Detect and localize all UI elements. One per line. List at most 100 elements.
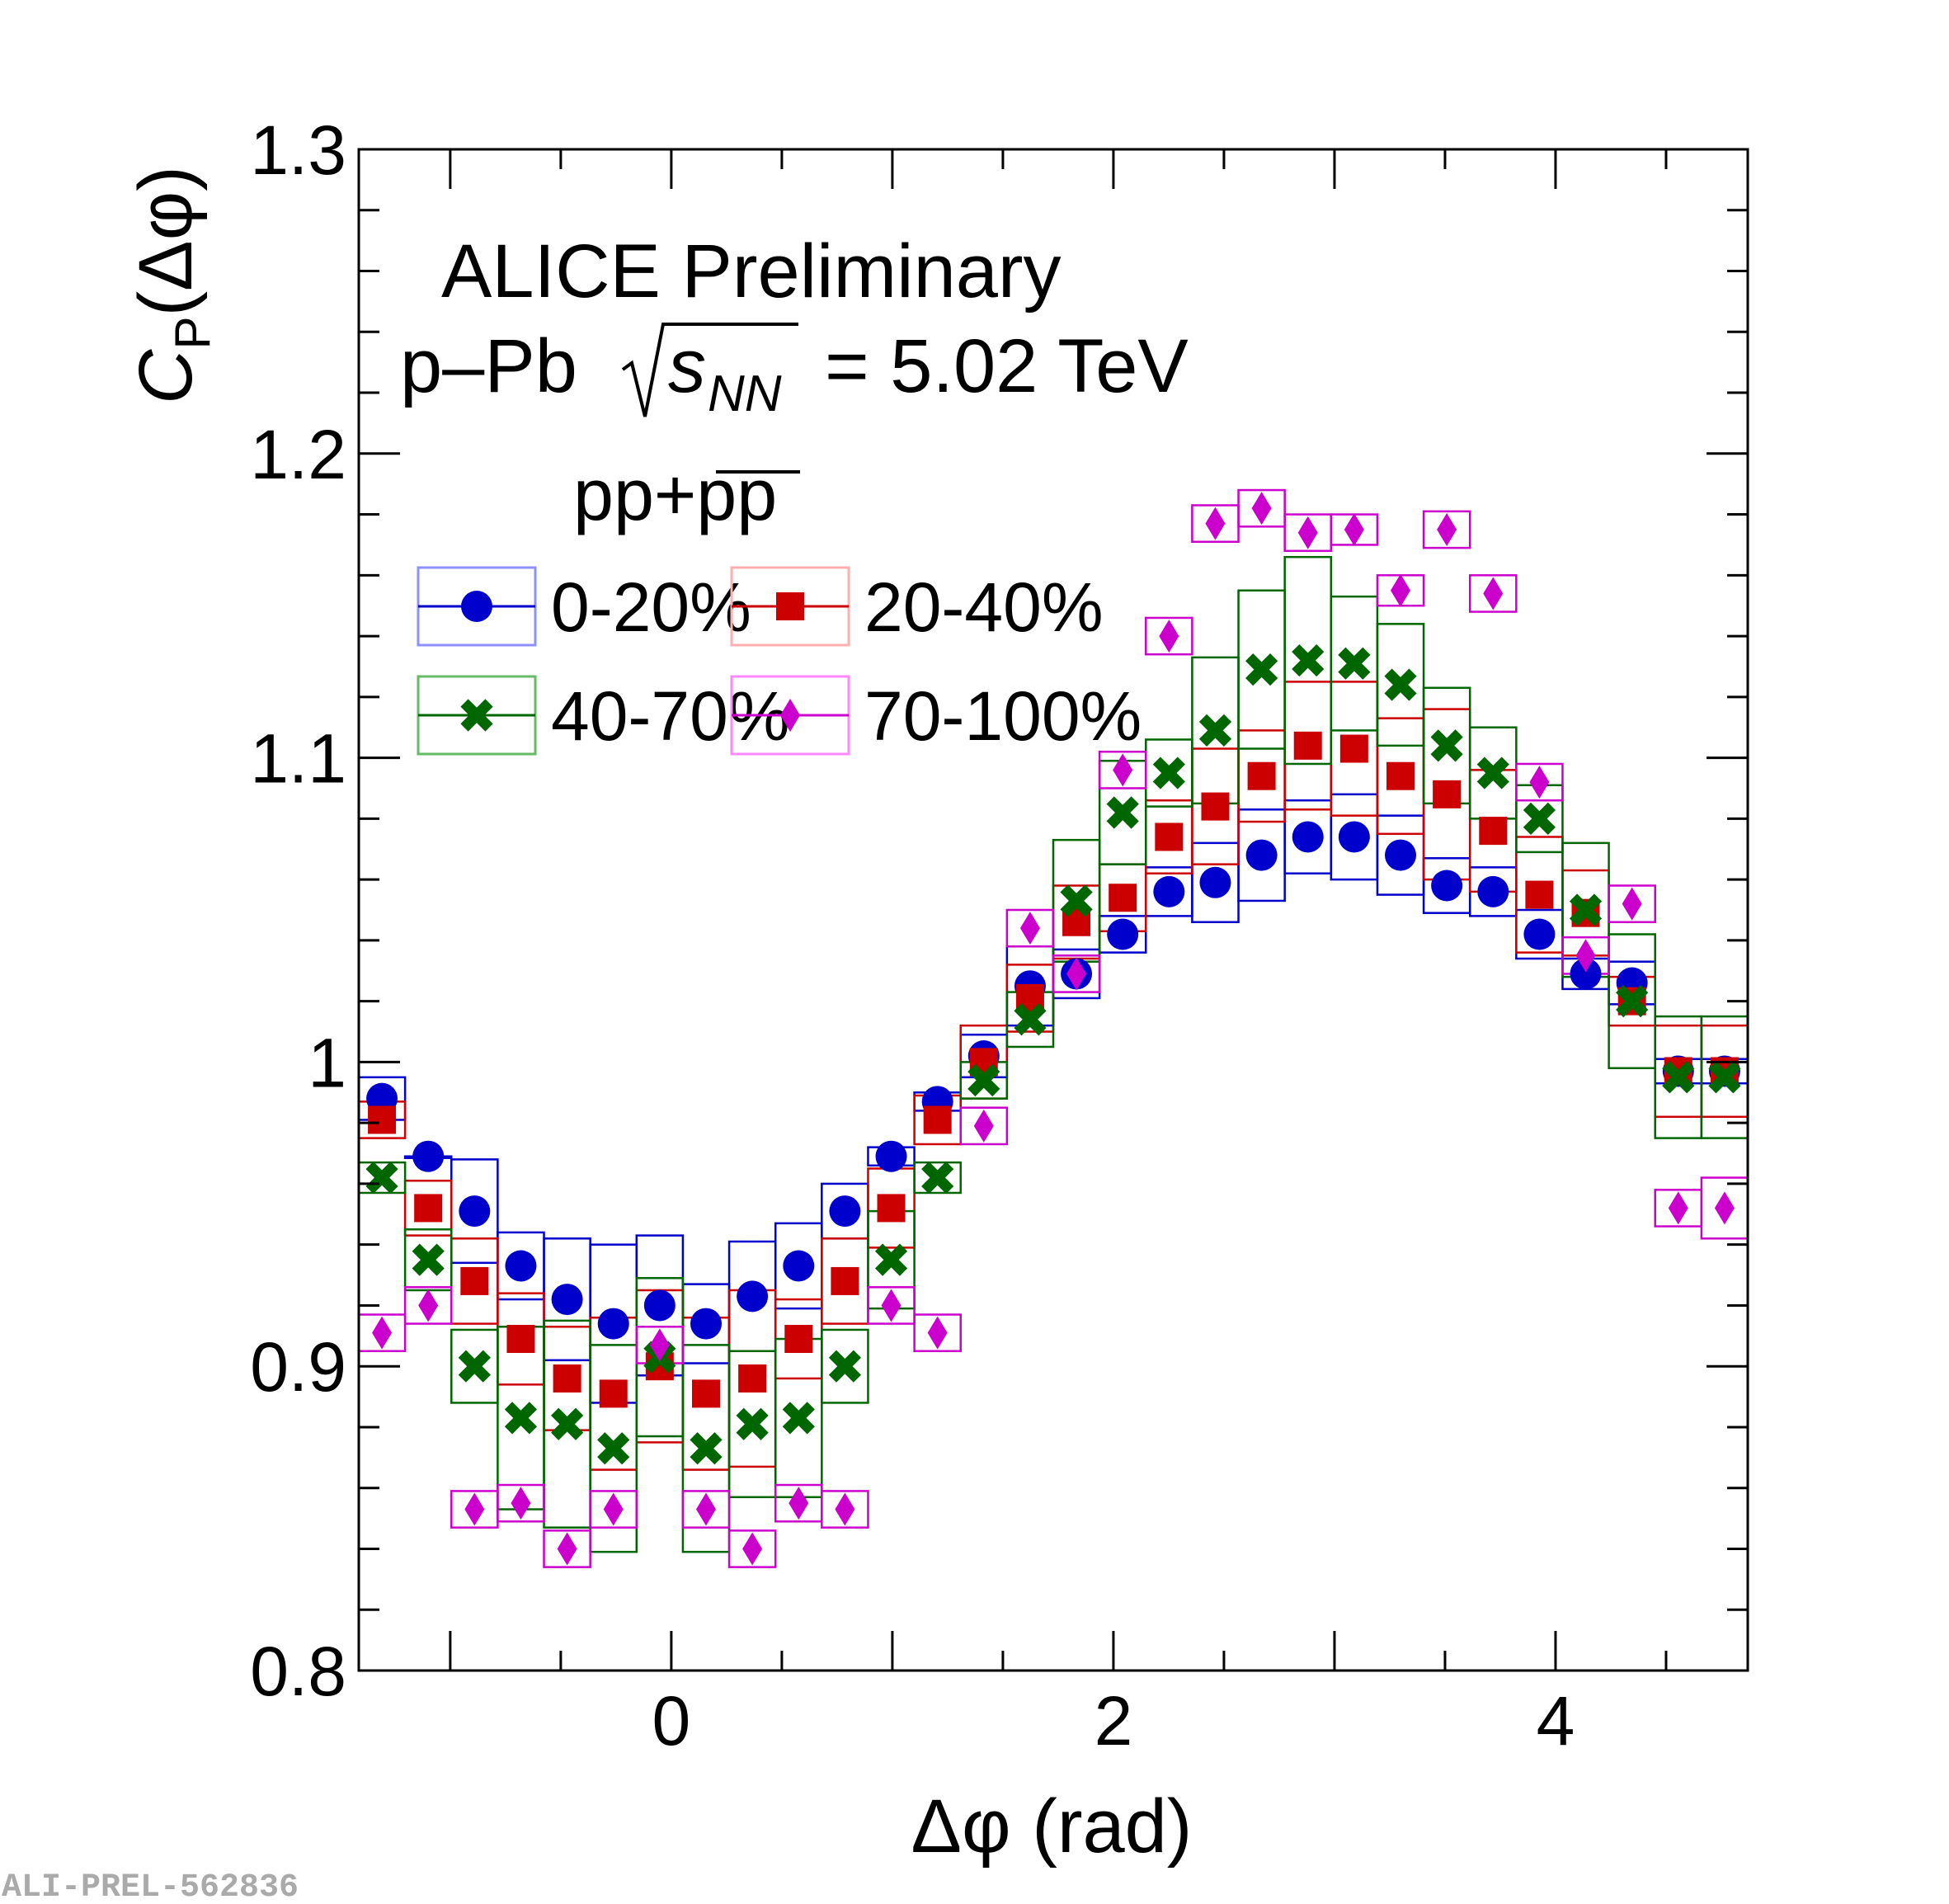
y-axis-label-rest: (Δφ): [124, 166, 208, 316]
chart-title: ALICE Preliminary: [441, 229, 1062, 313]
data-point-20-40pct: [1293, 731, 1322, 760]
syst-box-40-70pct: [913, 1161, 962, 1195]
data-point-40-70pct: [782, 1402, 815, 1435]
data-point-20-40pct: [923, 1105, 952, 1134]
data-point-70-100pct: [881, 1289, 902, 1322]
data-point-40-70pct: [1152, 756, 1185, 789]
data-point-70-100pct: [464, 1492, 485, 1526]
data-point-40-70pct: [504, 1402, 538, 1435]
legend-item: 0-20%: [417, 566, 751, 647]
data-point-40-70pct: [921, 1161, 954, 1195]
data-point-70-100pct: [1251, 492, 1272, 525]
sqrt-symbol: [621, 323, 798, 417]
data-point-20-40pct: [877, 1194, 906, 1223]
data-point-40-70pct: [690, 1432, 723, 1465]
data-point-70-100pct: [1205, 507, 1226, 540]
data-point-70-100pct: [1159, 620, 1179, 653]
x-tick-label: 0: [652, 1682, 691, 1760]
data-point-70-100pct: [1622, 887, 1642, 921]
data-point-40-70pct: [597, 1432, 630, 1465]
legend-marker: [461, 591, 492, 622]
data-point-0-20pct: [1431, 870, 1463, 902]
data-point-20-40pct: [460, 1266, 489, 1295]
data-point-20-40pct: [506, 1325, 535, 1354]
data-point-40-70pct: [1476, 756, 1509, 789]
data-point-0-20pct: [1245, 839, 1278, 871]
y-tick-label: 1.1: [250, 720, 346, 798]
data-point-40-70pct: [458, 1350, 491, 1383]
data-point-0-20pct: [1570, 958, 1602, 990]
data-point-20-40pct: [1525, 880, 1554, 909]
syst-box-70-100pct: [1468, 574, 1518, 613]
data-point-40-70pct: [1198, 714, 1232, 747]
data-point-0-20pct: [459, 1195, 491, 1228]
syst-box-70-100pct: [1052, 954, 1101, 993]
data-point-70-100pct: [927, 1316, 948, 1350]
syst-box-70-100pct: [1098, 750, 1147, 789]
y-tick-label: 0.8: [250, 1633, 346, 1710]
data-point-70-100pct: [1391, 573, 1410, 607]
data-point-70-100pct: [835, 1492, 855, 1526]
data-point-40-70pct: [967, 1063, 1000, 1097]
data-point-20-40pct: [1433, 780, 1462, 808]
data-point-20-40pct: [553, 1364, 581, 1393]
syst-box-70-100pct: [959, 1106, 1009, 1146]
data-point-0-20pct: [875, 1140, 907, 1172]
y-tick-label: 1: [308, 1024, 346, 1101]
data-point-0-20pct: [690, 1308, 722, 1340]
x-tick-labels: 0 2 4: [652, 1682, 1575, 1760]
data-markers: [365, 492, 1741, 1566]
data-point-70-100pct: [372, 1316, 393, 1350]
data-point-70-100pct: [1483, 577, 1504, 610]
data-point-0-20pct: [783, 1250, 815, 1282]
syst-box-70-100pct: [1237, 488, 1286, 528]
data-point-0-20pct: [1199, 866, 1231, 898]
data-point-0-20pct: [551, 1284, 583, 1316]
syst-box-70-100pct: [589, 1490, 638, 1529]
syst-box-70-100pct: [727, 1529, 777, 1568]
y-tick-label: 1.3: [250, 111, 346, 189]
data-point-0-20pct: [829, 1195, 861, 1228]
syst-box-70-100pct: [867, 1286, 916, 1325]
data-point-20-40pct: [1109, 884, 1137, 912]
data-point-40-70pct: [551, 1407, 584, 1440]
data-point-40-70pct: [1616, 985, 1649, 1018]
data-point-70-100pct: [742, 1532, 763, 1566]
watermark: ALI-PREL-562836: [2, 1869, 299, 1904]
data-point-40-70pct: [1292, 643, 1325, 677]
legend-label: 20-40%: [864, 568, 1104, 646]
data-point-0-20pct: [737, 1280, 769, 1313]
data-point-20-40pct: [831, 1266, 859, 1295]
data-point-20-40pct: [738, 1364, 767, 1393]
legend-item: 20-40%: [730, 566, 1104, 647]
data-point-40-70pct: [1106, 796, 1139, 829]
syst-box-70-100pct: [497, 1483, 545, 1523]
data-point-70-100pct: [1066, 957, 1087, 991]
y-tick-labels: 0.8 0.9 1 1.1 1.2 1.3: [250, 111, 346, 1710]
subtitle-sub: NN: [708, 365, 782, 422]
data-point-0-20pct: [1385, 839, 1416, 871]
particle-plus: +: [654, 454, 696, 535]
data-point-40-70pct: [1569, 893, 1603, 926]
data-point-70-100pct: [511, 1487, 531, 1520]
legend: 0-20% 20-40%40-70% 70-100%: [417, 566, 1142, 756]
syst-box-40-70pct: [1608, 933, 1656, 1070]
particle-label-text: pp+pp: [573, 454, 777, 535]
data-point-20-40pct: [1201, 792, 1230, 821]
y-axis-label: CP(Δφ): [124, 166, 220, 404]
legend-marker: [460, 699, 493, 732]
data-point-70-100pct: [1575, 939, 1596, 973]
data-point-40-70pct: [1245, 653, 1278, 686]
y-tick-label: 0.9: [250, 1328, 346, 1406]
syst-box-70-100pct: [1005, 908, 1055, 948]
data-point-20-40pct: [1339, 734, 1368, 763]
data-point-70-100pct: [557, 1532, 577, 1566]
legend-label: 0-20%: [551, 568, 751, 646]
data-point-70-100pct: [1297, 516, 1318, 549]
data-point-70-100pct: [696, 1492, 716, 1526]
particle-pp: pp: [573, 454, 654, 535]
syst-box-40-70pct: [1376, 623, 1425, 747]
subtitle-prefix: p–Pb: [400, 324, 577, 408]
